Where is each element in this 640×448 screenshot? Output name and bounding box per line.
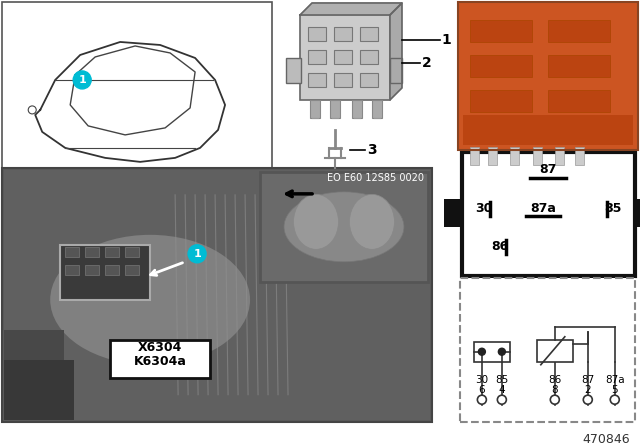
- Bar: [352, 100, 362, 118]
- Bar: [4, 360, 74, 420]
- Polygon shape: [300, 3, 402, 15]
- Text: 5: 5: [611, 385, 618, 395]
- Bar: [458, 2, 637, 150]
- Text: 87a: 87a: [530, 202, 556, 215]
- Bar: [110, 340, 210, 378]
- Bar: [125, 247, 139, 257]
- Text: 470846: 470846: [582, 433, 630, 446]
- Text: 1: 1: [193, 249, 201, 259]
- Text: 87: 87: [581, 375, 595, 385]
- Ellipse shape: [50, 235, 250, 365]
- Bar: [510, 147, 519, 165]
- Bar: [125, 265, 139, 275]
- Circle shape: [611, 395, 620, 404]
- Bar: [308, 73, 326, 87]
- Bar: [334, 73, 352, 87]
- Bar: [575, 147, 584, 165]
- Bar: [462, 152, 635, 276]
- Text: X6304: X6304: [138, 341, 182, 354]
- Bar: [330, 100, 340, 118]
- Text: EO E60 12S85 0020: EO E60 12S85 0020: [327, 173, 424, 183]
- Text: 86: 86: [492, 240, 509, 253]
- Bar: [548, 20, 610, 42]
- Text: 86: 86: [548, 375, 561, 385]
- Bar: [85, 247, 99, 257]
- Text: 1: 1: [442, 33, 452, 47]
- Bar: [308, 50, 326, 64]
- Bar: [85, 265, 99, 275]
- Text: 4: 4: [499, 385, 505, 395]
- Polygon shape: [390, 3, 402, 100]
- Ellipse shape: [294, 194, 339, 249]
- Bar: [260, 172, 428, 282]
- Bar: [533, 147, 542, 165]
- Bar: [458, 2, 637, 150]
- Bar: [555, 147, 564, 165]
- Text: 2: 2: [422, 56, 431, 70]
- Bar: [470, 90, 532, 112]
- Circle shape: [73, 71, 91, 89]
- Bar: [470, 147, 479, 165]
- Bar: [360, 27, 378, 41]
- Circle shape: [550, 395, 559, 404]
- Bar: [460, 278, 635, 422]
- Bar: [65, 265, 79, 275]
- Bar: [470, 55, 532, 77]
- Bar: [470, 20, 532, 42]
- Bar: [548, 90, 610, 112]
- Bar: [548, 55, 610, 77]
- Bar: [3, 168, 432, 422]
- Bar: [474, 342, 510, 362]
- Text: 6: 6: [479, 385, 485, 395]
- Bar: [105, 265, 119, 275]
- Bar: [463, 115, 633, 145]
- Circle shape: [478, 348, 485, 355]
- Bar: [360, 50, 378, 64]
- Circle shape: [477, 395, 486, 404]
- Bar: [300, 15, 390, 100]
- Bar: [537, 340, 573, 362]
- Text: 85: 85: [495, 375, 509, 385]
- Text: 3: 3: [367, 143, 376, 157]
- Ellipse shape: [349, 194, 394, 249]
- Text: 87a: 87a: [605, 375, 625, 385]
- Bar: [308, 27, 326, 41]
- Bar: [390, 58, 402, 83]
- Text: 30: 30: [476, 375, 488, 385]
- Bar: [360, 73, 378, 87]
- Ellipse shape: [284, 192, 404, 262]
- Bar: [286, 58, 301, 83]
- Bar: [334, 27, 352, 41]
- Text: 1: 1: [78, 75, 86, 85]
- Circle shape: [497, 395, 506, 404]
- Bar: [65, 247, 79, 257]
- Bar: [105, 247, 119, 257]
- Bar: [635, 199, 640, 227]
- Bar: [488, 147, 497, 165]
- Bar: [4, 170, 430, 420]
- Bar: [334, 50, 352, 64]
- Text: 30: 30: [475, 202, 493, 215]
- Circle shape: [188, 245, 206, 263]
- Text: 2: 2: [584, 385, 591, 395]
- Circle shape: [499, 348, 506, 355]
- Text: K6304a: K6304a: [134, 355, 186, 368]
- Circle shape: [583, 395, 592, 404]
- Bar: [372, 100, 382, 118]
- Text: 85: 85: [604, 202, 621, 215]
- Text: 8: 8: [552, 385, 558, 395]
- Text: 87: 87: [539, 164, 557, 177]
- Bar: [60, 245, 150, 300]
- Bar: [4, 330, 64, 420]
- Bar: [3, 2, 272, 168]
- Bar: [310, 100, 320, 118]
- Bar: [444, 199, 462, 227]
